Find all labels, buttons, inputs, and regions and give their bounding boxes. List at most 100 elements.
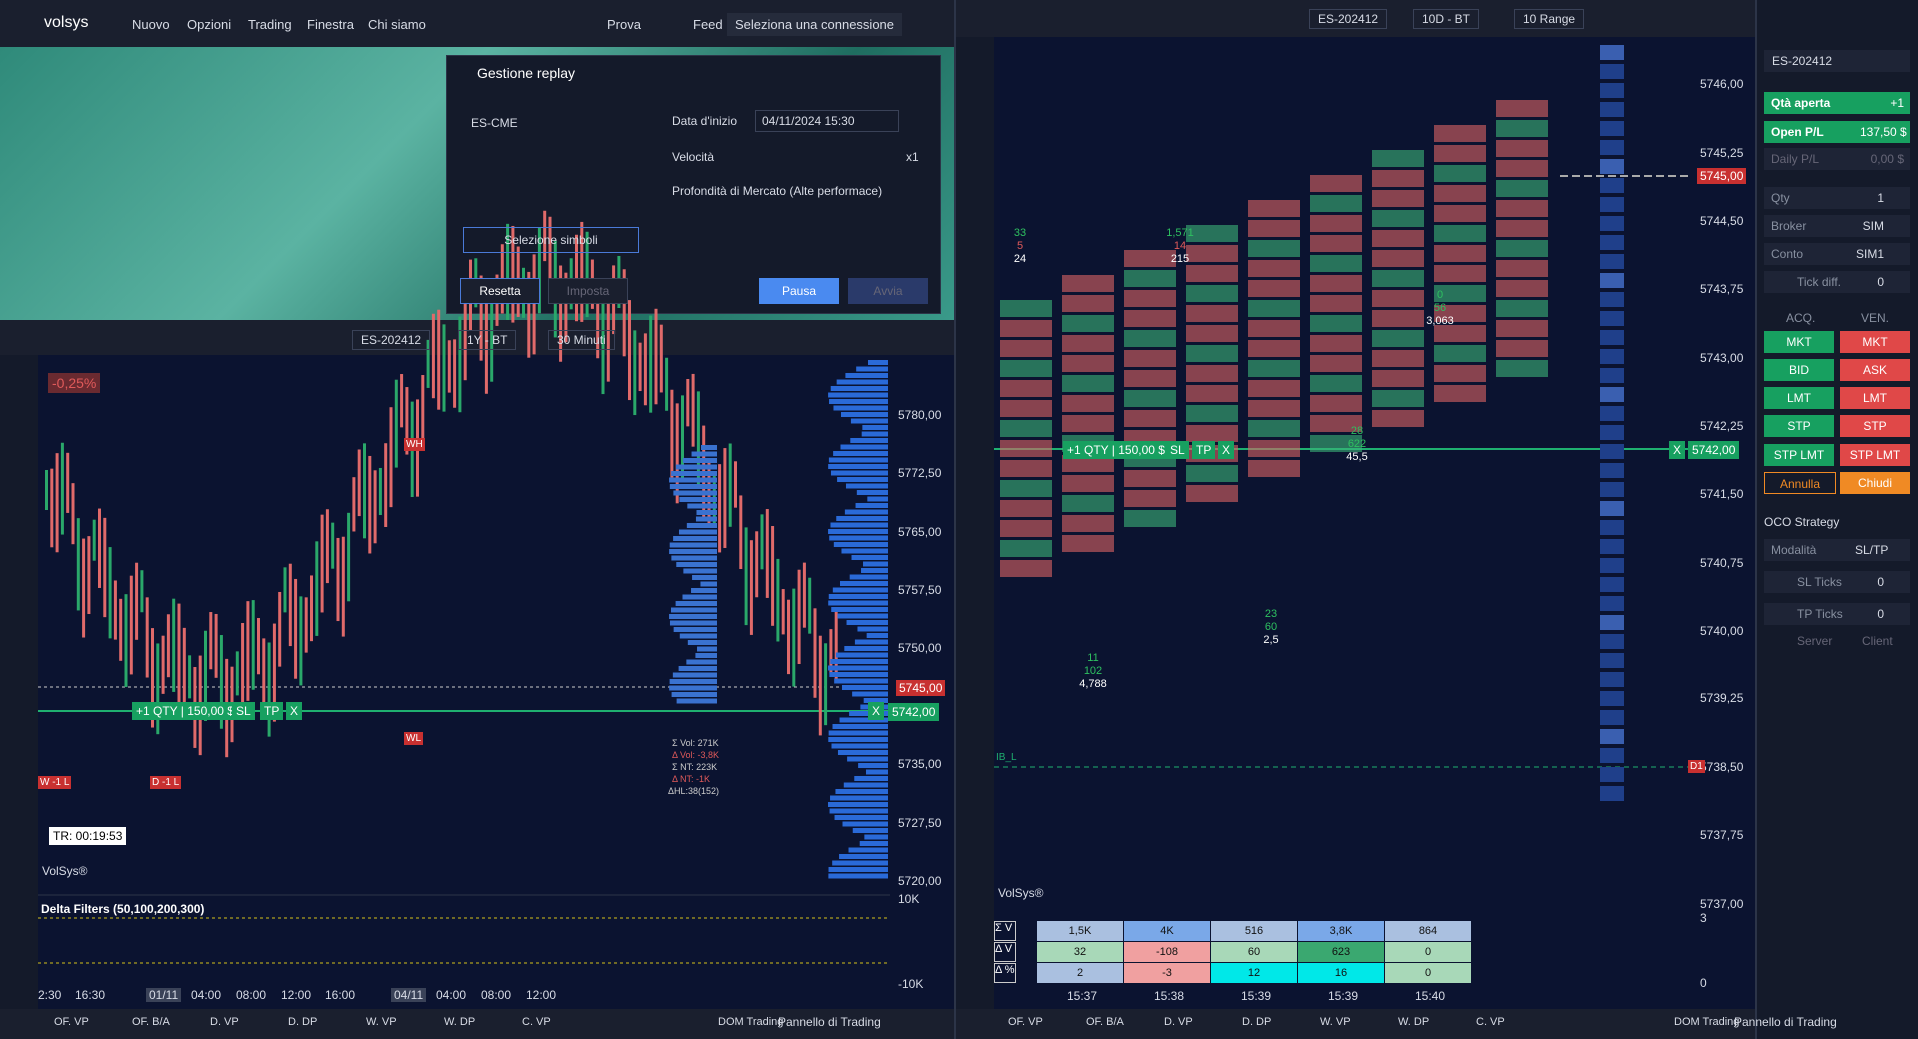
order-button[interactable]: LMT: [1840, 387, 1910, 409]
menu-item[interactable]: Chi siamo: [368, 17, 426, 32]
order-button[interactable]: MKT: [1764, 331, 1834, 353]
order-button[interactable]: TP: [1192, 441, 1216, 459]
symbol-select[interactable]: ES-202412: [1309, 9, 1388, 29]
field-value[interactable]: SL/TP: [1855, 543, 1889, 557]
radio-label[interactable]: Server: [1797, 634, 1833, 648]
trading-panel[interactable]: Pannello di Trading: [1734, 1015, 1837, 1029]
view-option[interactable]: OF. B/A: [132, 1016, 170, 1028]
order-button[interactable]: BID: [1764, 359, 1834, 381]
order-button[interactable]: MKT: [1840, 331, 1910, 353]
view-option[interactable]: W. VP: [366, 1016, 397, 1028]
tag: IB_L: [996, 752, 1017, 763]
volume-profile: [831, 607, 888, 612]
volume-profile: [850, 418, 888, 424]
candle: [214, 613, 218, 678]
view-option[interactable]: D. DP: [1242, 1016, 1272, 1028]
button[interactable]: Imposta: [548, 278, 628, 304]
symbol-select[interactable]: ES-202412: [1764, 50, 1910, 72]
candle: [347, 512, 351, 602]
view-option[interactable]: D. VP: [210, 1016, 239, 1028]
footprint-cell: [1434, 265, 1486, 282]
candle: [373, 470, 377, 544]
volume-profile: [686, 659, 717, 665]
symbol-select[interactable]: ES-202412: [352, 330, 431, 350]
footprint-cell: [1434, 245, 1486, 262]
date-input[interactable]: 04/11/2024 15:30: [755, 110, 899, 132]
order-button[interactable]: SL: [1166, 441, 1189, 459]
view-option[interactable]: W. DP: [444, 1016, 476, 1028]
volume-profile: [673, 490, 717, 496]
order-button[interactable]: STP: [1764, 415, 1834, 437]
volume-profile: [828, 867, 888, 872]
button[interactable]: Resetta: [460, 278, 540, 304]
volume-profile: [671, 555, 717, 561]
field-value[interactable]: 0: [1877, 607, 1884, 621]
close-button[interactable]: X: [1669, 441, 1686, 459]
menu-item[interactable]: Nuovo: [132, 17, 170, 32]
indicator-tick: 10K: [898, 892, 920, 906]
order-button[interactable]: STP LMT: [1840, 444, 1910, 466]
dom-trading[interactable]: DOM Trading: [718, 1016, 784, 1028]
field-value[interactable]: 1: [1877, 191, 1884, 205]
menu-item[interactable]: Trading: [248, 17, 292, 32]
footprint-cell: [1310, 175, 1362, 192]
footprint-cell: [1434, 185, 1486, 202]
field-value[interactable]: SIM1: [1855, 247, 1884, 261]
dom-bar: [1600, 634, 1624, 649]
menu-item[interactable]: Finestra: [307, 17, 354, 32]
order-button[interactable]: TP: [260, 702, 284, 720]
candle: [129, 575, 133, 675]
field-value[interactable]: 0: [1877, 275, 1884, 289]
dom-bar: [1600, 311, 1624, 326]
view-option[interactable]: D. VP: [1164, 1016, 1193, 1028]
footprint-cell: [1434, 125, 1486, 142]
view-option[interactable]: C. VP: [1476, 1016, 1505, 1028]
footprint-cell: [1310, 195, 1362, 212]
connection-select[interactable]: Seleziona una connessione: [727, 13, 903, 36]
order-button[interactable]: X: [286, 702, 303, 720]
footprint-cell: [1372, 190, 1424, 207]
period-select[interactable]: 10D - BT: [1413, 9, 1480, 29]
trading-panel[interactable]: Pannello di Trading: [778, 1015, 881, 1029]
view-option[interactable]: W. DP: [1398, 1016, 1430, 1028]
view-option[interactable]: D. DP: [288, 1016, 318, 1028]
menu-item[interactable]: Prova: [607, 17, 641, 32]
interval-select[interactable]: 10 Range: [1514, 9, 1585, 29]
price-label: 5741,50: [1700, 487, 1744, 501]
button[interactable]: Selezione simboli: [463, 227, 639, 253]
field-value[interactable]: 0: [1877, 575, 1884, 589]
order-button[interactable]: ASK: [1840, 359, 1910, 381]
period-select[interactable]: 1Y - BT: [458, 330, 517, 350]
order-button[interactable]: STP: [1840, 415, 1910, 437]
order-button[interactable]: Chiudi: [1840, 472, 1910, 494]
time-label: 15:38: [1154, 989, 1185, 1003]
button[interactable]: Pausa: [759, 278, 839, 304]
view-option[interactable]: W. VP: [1320, 1016, 1351, 1028]
view-option[interactable]: OF. B/A: [1086, 1016, 1124, 1028]
order-button[interactable]: SL: [232, 702, 255, 720]
menu-item[interactable]: Feed: [693, 17, 723, 32]
dom-bar: [1600, 45, 1624, 60]
footprint-cell: [1062, 375, 1114, 392]
volume-profile: [673, 627, 717, 632]
candle: [310, 575, 313, 642]
radio-label[interactable]: Client: [1862, 634, 1893, 648]
order-button[interactable]: LMT: [1764, 387, 1834, 409]
dom-bar: [1600, 121, 1624, 136]
field-value[interactable]: SIM: [1862, 219, 1884, 233]
table-cell: 0: [1385, 963, 1471, 983]
button[interactable]: Avvia: [848, 278, 928, 304]
close-button[interactable]: X: [868, 702, 885, 720]
order-button[interactable]: X: [1218, 441, 1235, 459]
dom-trading[interactable]: DOM Trading: [1674, 1016, 1740, 1028]
oco-label: OCO Strategy: [1764, 515, 1840, 529]
view-option[interactable]: OF. VP: [1008, 1016, 1043, 1028]
order-button[interactable]: Annulla: [1764, 472, 1836, 494]
volume-profile: [828, 464, 888, 469]
order-button[interactable]: STP LMT: [1764, 444, 1834, 466]
menu-item[interactable]: Opzioni: [187, 17, 232, 32]
volume-profile: [856, 490, 888, 495]
view-option[interactable]: C. VP: [522, 1016, 551, 1028]
interval-select[interactable]: 30 Minuti: [548, 330, 615, 350]
view-option[interactable]: OF. VP: [54, 1016, 89, 1028]
